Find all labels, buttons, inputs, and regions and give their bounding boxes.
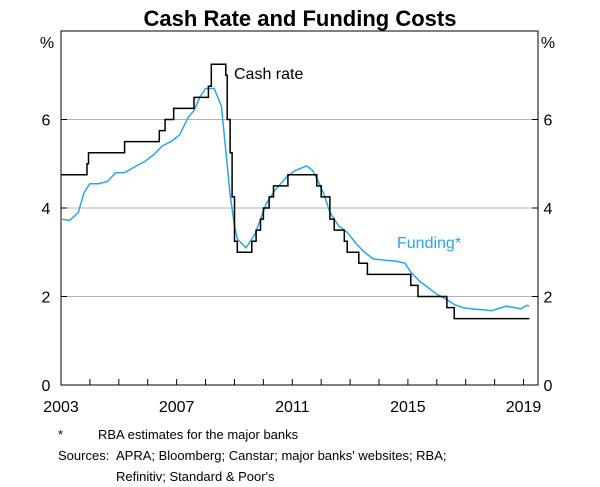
sources-label: Sources: xyxy=(58,448,110,463)
footnote-row: * RBA estimates for the major banks xyxy=(58,424,447,445)
sources-line-2: Refinitiv; Standard & Poor's xyxy=(116,469,275,484)
y-tick-label-right: 4 xyxy=(544,201,553,218)
y-tick-label-right: 0 xyxy=(544,378,553,395)
y-tick-label-left: 4 xyxy=(42,201,51,218)
y-tick-label-left: 2 xyxy=(42,290,51,307)
x-tick-label-2003: 2003 xyxy=(43,399,79,416)
axis-ticks: 0 0 2 2 4 4 6 6 2003 2007 2011 2015 2019 xyxy=(42,113,553,417)
series-label-cash-rate: Cash rate xyxy=(234,66,303,83)
sources-line-1: APRA; Bloomberg; Canstar; major banks' w… xyxy=(116,448,447,463)
footnote-marker: * xyxy=(58,427,64,442)
sources-text: APRA; Bloomberg; Canstar; major banks' w… xyxy=(116,445,447,487)
chart: Cash Rate and Funding Costs % % 0 0 2 2 4 4 6 6… xyxy=(40,6,555,417)
y-tick-label-right: 2 xyxy=(544,290,553,307)
footnote-text: RBA estimates for the major banks xyxy=(98,427,299,442)
series-line-funding xyxy=(60,87,530,312)
y-tick-label-left: 0 xyxy=(42,378,51,395)
y-axis-unit-left: % xyxy=(40,35,54,52)
x-tick-label-2019: 2019 xyxy=(506,399,542,416)
series xyxy=(60,63,530,320)
x-tick-label-2007: 2007 xyxy=(159,399,195,416)
x-tick-label-2011: 2011 xyxy=(275,399,310,416)
y-tick-label-right: 6 xyxy=(544,113,553,130)
gridlines xyxy=(61,119,538,297)
chart-notes: * RBA estimates for the major banks Sour… xyxy=(58,424,447,487)
sources-row: Sources: APRA; Bloomberg; Canstar; major… xyxy=(58,445,447,487)
y-tick-label-left: 6 xyxy=(42,113,51,130)
series-label-funding: Funding* xyxy=(397,235,461,252)
y-axis-unit-right: % xyxy=(541,35,555,52)
series-line-cashrate xyxy=(61,63,530,320)
chart-title: Cash Rate and Funding Costs xyxy=(144,6,457,31)
x-tick-label-2015: 2015 xyxy=(390,399,426,416)
